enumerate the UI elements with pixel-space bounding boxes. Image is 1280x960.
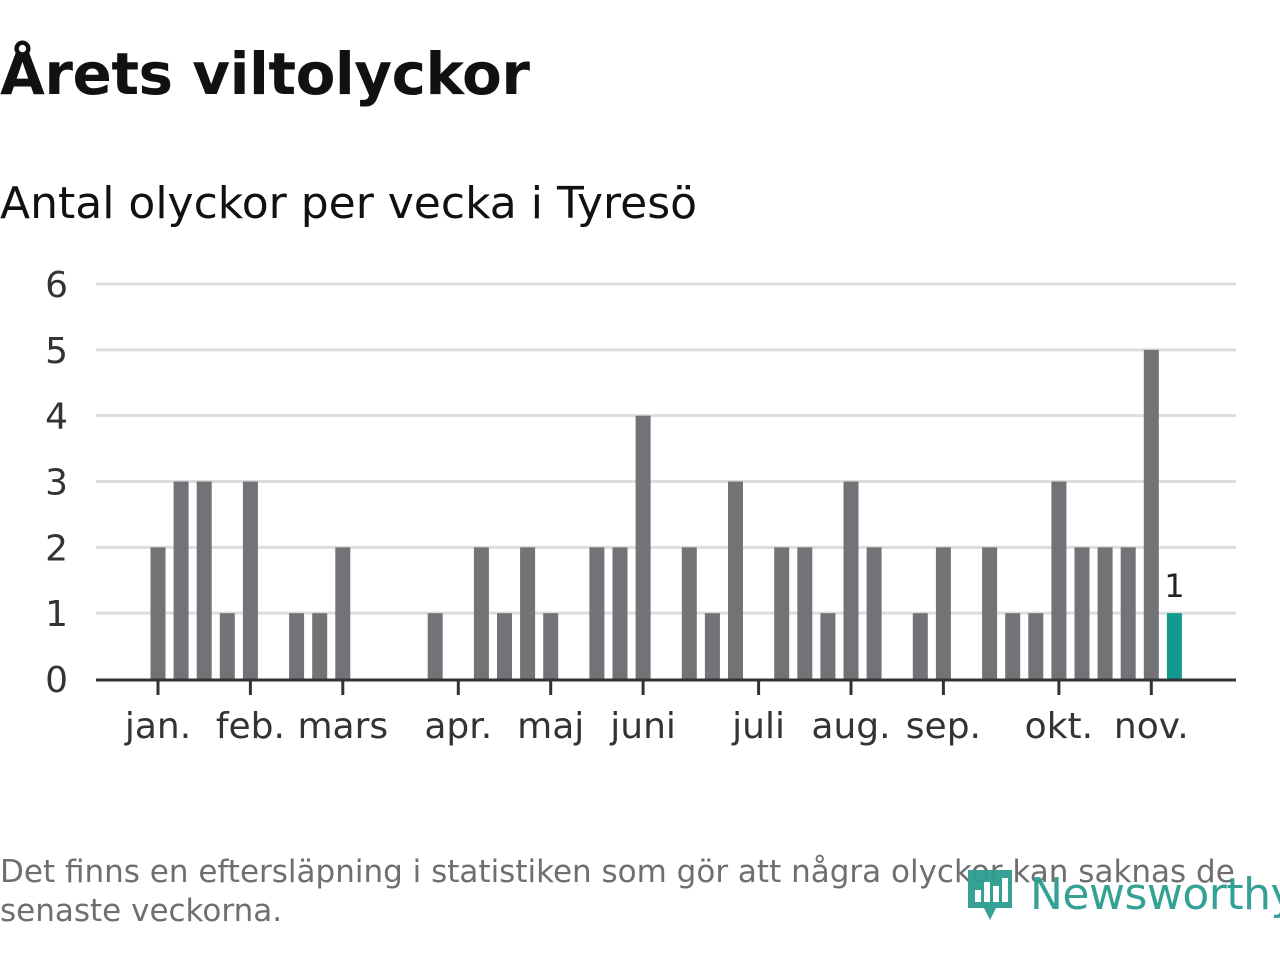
x-tick-label: feb. [216,706,285,747]
x-tick-label: sep. [906,706,981,747]
bar [1143,349,1159,679]
bar [242,481,258,679]
bar [774,547,790,679]
chart-subtitle: Antal olyckor per vecka i Tyresö [0,178,698,229]
x-axis-ticks: jan. feb. mars apr. maj juni juli aug. sep. okt. n… [124,680,1189,747]
x-tick-label: jan. [124,706,191,747]
bar [1051,481,1067,679]
bar [612,547,628,679]
footnote: Det finns en eftersläpning i statistiken… [0,854,1235,929]
bar [1005,613,1021,679]
y-tick-label: 4 [45,397,68,438]
bar [520,547,536,679]
y-tick-label: 5 [45,331,68,372]
bars [150,349,1182,679]
x-tick-label: juni [609,706,676,747]
bar [335,547,351,679]
bar [866,547,882,679]
bar [843,481,859,679]
bar [473,547,489,679]
bar [289,613,305,679]
bar [173,481,189,679]
bar [312,613,328,679]
bar [728,481,743,679]
x-tick-label: juli [731,706,785,747]
x-tick-label: mars [297,706,388,747]
bar [427,613,443,679]
y-tick-label: 3 [45,463,68,504]
bar [912,613,928,679]
logo-text: Newsworthy [1030,868,1280,920]
bar [635,415,651,679]
x-tick-label: apr. [424,706,492,747]
bar-chart: 0 1 2 3 4 5 6 jan. feb. mars apr. maj juni juli aug. s… [45,265,1236,747]
bar-highlight [1166,613,1182,679]
bar [196,481,212,679]
bar [219,613,235,679]
bar [797,547,813,679]
bar [681,547,697,679]
bar [935,547,951,679]
newsworthy-logo: Newsworthy [964,862,1280,926]
y-axis-ticks: 0 1 2 3 4 5 6 [45,265,68,701]
bar [1028,613,1044,679]
x-tick-label: maj [517,706,584,747]
bar [589,547,605,679]
bar [820,613,836,679]
newsworthy-chart-icon [968,870,1012,920]
bar [543,613,559,679]
chart-title: Årets viltolyckor [0,40,530,108]
bar [1074,547,1090,679]
x-tick-label: okt. [1025,706,1093,747]
y-tick-label: 0 [45,660,68,701]
highlight-value-label: 1 [1164,567,1184,605]
x-tick-label: aug. [811,706,890,747]
bar [1120,547,1136,679]
y-tick-label: 2 [45,528,68,569]
y-tick-label: 1 [45,594,68,635]
gridlines [96,282,1236,615]
bar [704,613,720,679]
bar [1097,547,1113,679]
bar [150,547,166,679]
y-tick-label: 6 [45,265,68,306]
x-tick-label: nov. [1114,706,1189,747]
bar [497,613,512,679]
bar [982,547,998,679]
